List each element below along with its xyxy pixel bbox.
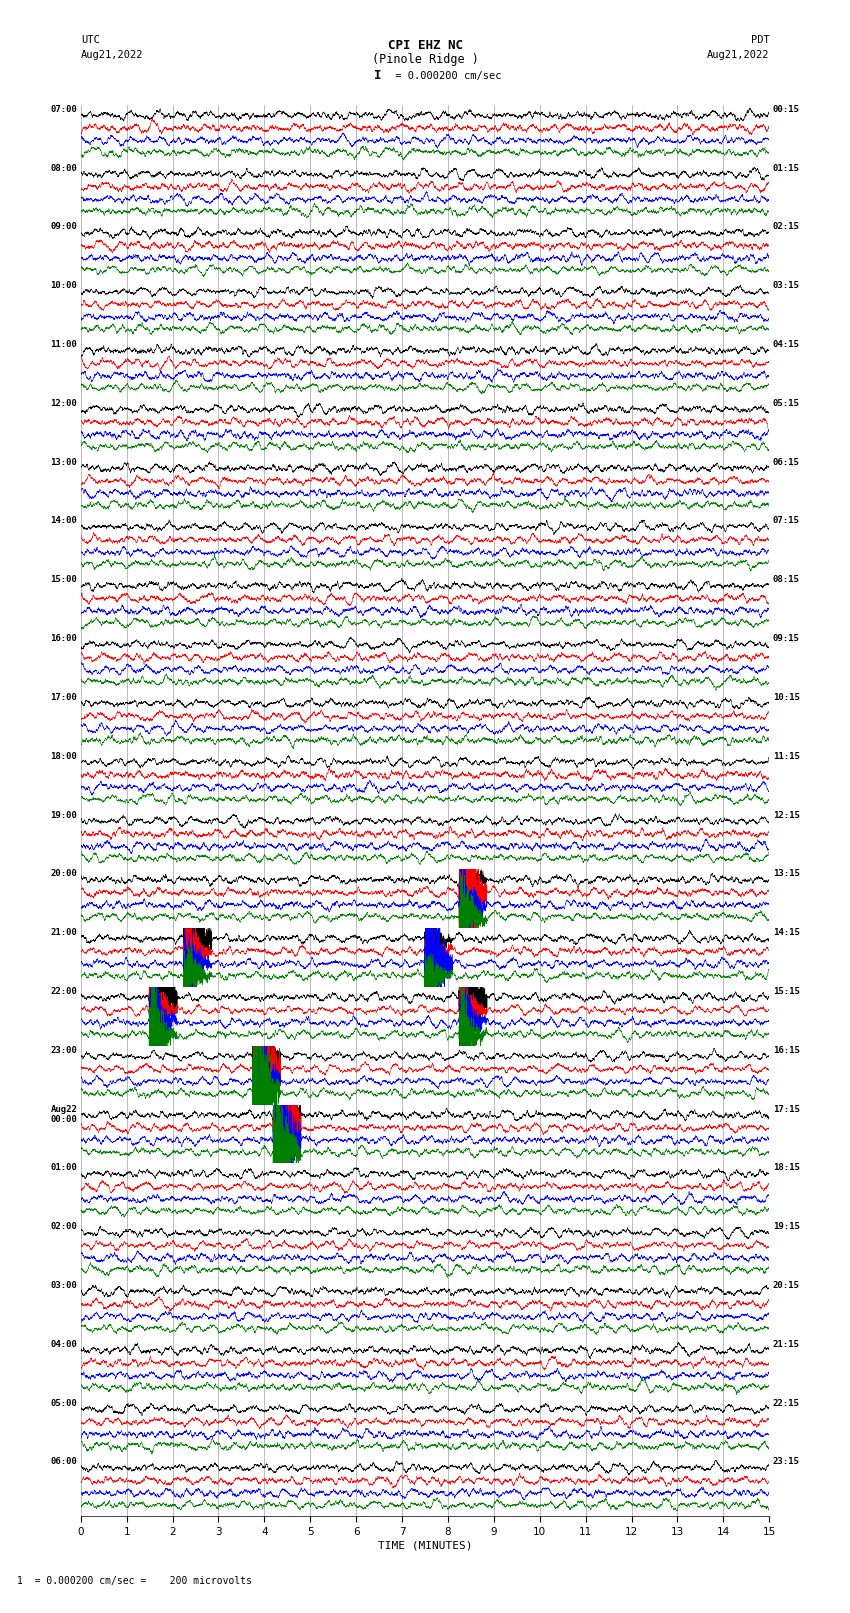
Text: 04:00: 04:00 <box>50 1340 77 1348</box>
Text: 06:00: 06:00 <box>50 1458 77 1466</box>
Text: 10:00: 10:00 <box>50 281 77 290</box>
Text: UTC: UTC <box>81 35 99 45</box>
Text: 17:15: 17:15 <box>773 1105 800 1113</box>
Text: 14:15: 14:15 <box>773 927 800 937</box>
Text: 19:00: 19:00 <box>50 811 77 819</box>
Text: 03:00: 03:00 <box>50 1281 77 1290</box>
Text: 17:00: 17:00 <box>50 694 77 702</box>
Text: 18:00: 18:00 <box>50 752 77 761</box>
Text: (Pinole Ridge ): (Pinole Ridge ) <box>371 53 479 66</box>
Text: 02:15: 02:15 <box>773 223 800 231</box>
X-axis label: TIME (MINUTES): TIME (MINUTES) <box>377 1540 473 1550</box>
Text: 14:00: 14:00 <box>50 516 77 526</box>
Text: PDT: PDT <box>751 35 769 45</box>
Text: 15:15: 15:15 <box>773 987 800 995</box>
Text: 09:15: 09:15 <box>773 634 800 644</box>
Text: 11:00: 11:00 <box>50 340 77 348</box>
Text: Aug21,2022: Aug21,2022 <box>706 50 769 60</box>
Text: 16:00: 16:00 <box>50 634 77 644</box>
Text: 05:15: 05:15 <box>773 398 800 408</box>
Text: 22:15: 22:15 <box>773 1398 800 1408</box>
Text: 23:15: 23:15 <box>773 1458 800 1466</box>
Text: 21:00: 21:00 <box>50 927 77 937</box>
Text: 18:15: 18:15 <box>773 1163 800 1173</box>
Text: 00:15: 00:15 <box>773 105 800 115</box>
Text: 19:15: 19:15 <box>773 1223 800 1231</box>
Text: 07:00: 07:00 <box>50 105 77 115</box>
Text: 03:15: 03:15 <box>773 281 800 290</box>
Text: Aug21,2022: Aug21,2022 <box>81 50 144 60</box>
Text: 20:00: 20:00 <box>50 869 77 879</box>
Text: 02:00: 02:00 <box>50 1223 77 1231</box>
Text: 15:00: 15:00 <box>50 576 77 584</box>
Text: 06:15: 06:15 <box>773 458 800 466</box>
Text: 11:15: 11:15 <box>773 752 800 761</box>
Text: 01:15: 01:15 <box>773 163 800 173</box>
Text: 09:00: 09:00 <box>50 223 77 231</box>
Text: 01:00: 01:00 <box>50 1163 77 1173</box>
Text: 12:00: 12:00 <box>50 398 77 408</box>
Text: 22:00: 22:00 <box>50 987 77 995</box>
Text: 08:15: 08:15 <box>773 576 800 584</box>
Text: 21:15: 21:15 <box>773 1340 800 1348</box>
Text: 23:00: 23:00 <box>50 1045 77 1055</box>
Text: Aug22
00:00: Aug22 00:00 <box>50 1105 77 1124</box>
Text: 05:00: 05:00 <box>50 1398 77 1408</box>
Text: 16:15: 16:15 <box>773 1045 800 1055</box>
Text: 08:00: 08:00 <box>50 163 77 173</box>
Text: 13:15: 13:15 <box>773 869 800 879</box>
Text: 04:15: 04:15 <box>773 340 800 348</box>
Text: 12:15: 12:15 <box>773 811 800 819</box>
Text: 13:00: 13:00 <box>50 458 77 466</box>
Text: I: I <box>374 69 382 82</box>
Text: CPI EHZ NC: CPI EHZ NC <box>388 39 462 52</box>
Text: 07:15: 07:15 <box>773 516 800 526</box>
Text: = 0.000200 cm/sec: = 0.000200 cm/sec <box>389 71 502 81</box>
Text: 1  = 0.000200 cm/sec =    200 microvolts: 1 = 0.000200 cm/sec = 200 microvolts <box>17 1576 252 1586</box>
Text: 10:15: 10:15 <box>773 694 800 702</box>
Text: 20:15: 20:15 <box>773 1281 800 1290</box>
